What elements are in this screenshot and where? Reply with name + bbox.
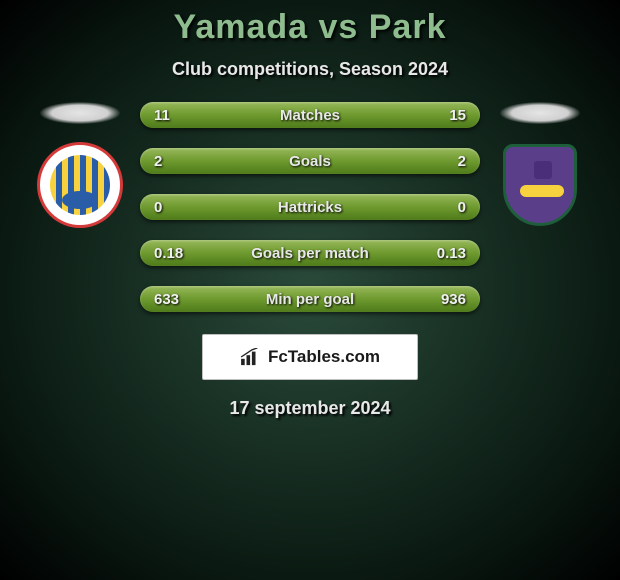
page-title: Yamada vs Park [174,8,447,47]
stat-left-value: 633 [154,291,179,308]
stat-label: Goals [289,153,331,170]
date-text: 17 september 2024 [229,398,390,419]
left-side [30,102,130,228]
stat-right-value: 0.13 [437,245,466,262]
stat-right-value: 0 [458,199,466,216]
crest-right-shield [503,144,577,226]
stat-bars: 11 Matches 15 2 Goals 2 0 Hattricks 0 0.… [140,102,480,312]
stat-right-value: 15 [449,107,466,124]
bar-chart-icon [240,348,262,366]
stat-bar-min-per-goal: 633 Min per goal 936 [140,286,480,312]
stat-left-value: 0 [154,199,162,216]
comparison-card: Yamada vs Park Club competitions, Season… [0,0,620,580]
team-crest-left [37,142,123,228]
stat-bar-goals-per-match: 0.18 Goals per match 0.13 [140,240,480,266]
main-row: 11 Matches 15 2 Goals 2 0 Hattricks 0 0.… [0,102,620,312]
stat-left-value: 0.18 [154,245,183,262]
player-shadow-right [500,102,580,124]
right-side [490,102,590,228]
stat-label: Hattricks [278,199,342,216]
subtitle: Club competitions, Season 2024 [172,59,448,80]
stat-bar-matches: 11 Matches 15 [140,102,480,128]
source-badge[interactable]: FcTables.com [202,334,418,380]
player-shadow-left [40,102,120,124]
stat-label: Min per goal [266,291,354,308]
stat-bar-hattricks: 0 Hattricks 0 [140,194,480,220]
stat-bar-goals: 2 Goals 2 [140,148,480,174]
stat-left-value: 2 [154,153,162,170]
crest-left-inner [50,155,110,215]
stat-right-value: 936 [441,291,466,308]
stat-label: Matches [280,107,340,124]
team-crest-right [497,142,583,228]
stat-right-value: 2 [458,153,466,170]
stat-left-value: 11 [154,107,170,124]
stat-label: Goals per match [251,245,369,262]
source-badge-text: FcTables.com [268,347,380,367]
